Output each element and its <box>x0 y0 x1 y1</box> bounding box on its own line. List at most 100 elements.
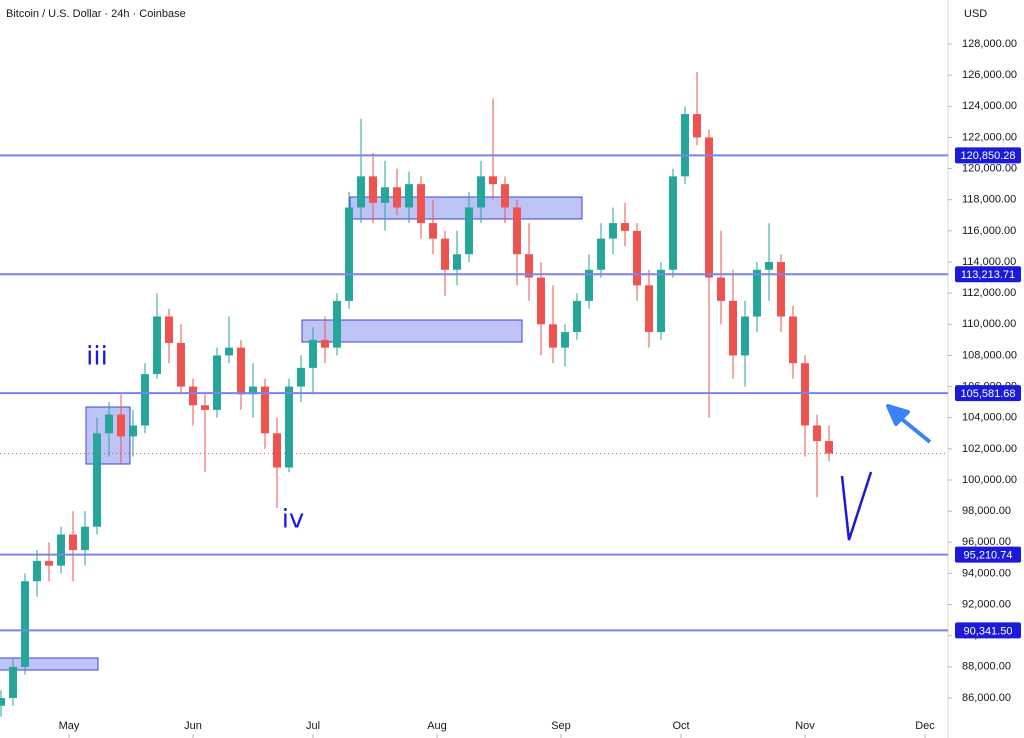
candle-body <box>273 433 281 468</box>
y-tick-label: 116,000.00 <box>962 225 1016 237</box>
y-tick-label: 88,000.00 <box>962 661 1011 673</box>
candle-body <box>609 223 617 239</box>
candle-body <box>825 441 833 454</box>
candle-body <box>573 300 581 333</box>
candle-body <box>105 414 113 434</box>
y-tick-label: 104,000.00 <box>962 412 1017 424</box>
candle-body <box>477 176 485 208</box>
candle-body <box>33 560 41 582</box>
candle-body <box>249 386 257 395</box>
y-tick-label: 118,000.00 <box>962 194 1016 206</box>
y-tick-label: 102,000.00 <box>962 443 1017 455</box>
y-tick-label: 108,000.00 <box>962 349 1017 361</box>
price-level-label: 120,850.28 <box>960 150 1015 162</box>
x-tick-label: Nov <box>795 720 815 732</box>
candle-body <box>705 137 713 278</box>
y-tick-label: 94,000.00 <box>962 567 1011 579</box>
candle-body <box>297 367 305 387</box>
candle-body <box>561 332 569 348</box>
x-tick-label: Jun <box>184 720 202 732</box>
candle-body <box>645 285 653 333</box>
price-level-tag <box>955 622 1021 639</box>
y-tick-label: 126,000.00 <box>962 69 1017 81</box>
price-level-label: 105,581.68 <box>960 388 1015 400</box>
y-tick-label: 86,000.00 <box>962 692 1011 704</box>
candle-body <box>189 386 197 406</box>
candle-body <box>777 261 785 317</box>
candle-body <box>21 581 29 667</box>
candle-body <box>729 300 737 356</box>
candle-body <box>9 666 17 698</box>
candle-body <box>753 269 761 317</box>
candle-body <box>681 114 689 177</box>
candle-body <box>153 316 161 375</box>
wave-v-drawing <box>840 471 873 541</box>
candle-body <box>549 324 557 348</box>
candle-body <box>129 425 137 437</box>
candle-body <box>669 176 677 270</box>
candles <box>0 72 948 717</box>
candle-body <box>537 277 545 325</box>
candle-body <box>657 269 665 333</box>
candle-body <box>585 269 593 301</box>
candle-body <box>57 534 65 566</box>
x-tick-label: Oct <box>672 720 689 732</box>
candle-body <box>177 342 185 387</box>
candle-body <box>441 238 449 270</box>
y-tick-label: 112,000.00 <box>962 287 1016 299</box>
x-tick-label: Jul <box>306 720 320 732</box>
chart-title: Bitcoin / U.S. Dollar · 24h · Coinbase <box>6 8 186 20</box>
candle-body <box>117 414 125 437</box>
y-tick-label: 100,000.00 <box>962 474 1017 486</box>
candle-body <box>213 355 221 410</box>
candle-body <box>201 405 209 410</box>
candle-body <box>813 425 821 442</box>
candle-body <box>765 261 773 270</box>
candle-body <box>381 187 389 203</box>
wave-label: iv <box>282 505 305 535</box>
candle-body <box>165 316 173 343</box>
y-tick-label: 122,000.00 <box>962 131 1017 143</box>
currency: USD <box>964 8 987 20</box>
price-level-tag <box>955 546 1021 563</box>
candle-body <box>69 534 77 551</box>
candle-body <box>621 223 629 231</box>
candle-body <box>261 386 269 434</box>
candle-body <box>801 363 809 426</box>
candle-body <box>321 339 329 348</box>
y-tick-label: 128,000.00 <box>962 38 1017 50</box>
candle-body <box>237 347 245 395</box>
candle-body <box>369 176 377 203</box>
candle-body <box>285 386 293 468</box>
y-tick-label: 96,000.00 <box>962 536 1011 548</box>
y-tick-label: 124,000.00 <box>962 100 1017 112</box>
x-tick-label: Sep <box>551 720 571 732</box>
candle-body <box>405 184 413 208</box>
candle-body <box>309 339 317 368</box>
candle-body <box>741 316 749 356</box>
candle-body <box>0 697 5 706</box>
y-tick-label: 110,000.00 <box>962 318 1016 330</box>
arrow <box>886 404 932 444</box>
candle-body <box>333 300 341 348</box>
candle-body <box>489 176 497 185</box>
candle-body <box>501 184 509 208</box>
y-tick-label: 92,000.00 <box>962 598 1011 610</box>
candle-body <box>225 347 233 356</box>
price-level-tag <box>955 266 1021 283</box>
y-tick-label: 98,000.00 <box>962 505 1011 517</box>
x-tick-label: Aug <box>427 720 447 732</box>
candle-body <box>357 176 365 208</box>
price-level-label: 95,210.74 <box>964 549 1013 561</box>
candle-body <box>93 433 101 527</box>
price-level-label: 90,341.50 <box>964 625 1013 637</box>
candle-body <box>525 254 533 278</box>
price-level-tag <box>955 385 1021 402</box>
candle-body <box>633 230 641 286</box>
wave-label: iii <box>86 342 108 372</box>
candle-body <box>81 526 89 551</box>
candle-body <box>453 254 461 270</box>
candle-body <box>465 207 473 255</box>
